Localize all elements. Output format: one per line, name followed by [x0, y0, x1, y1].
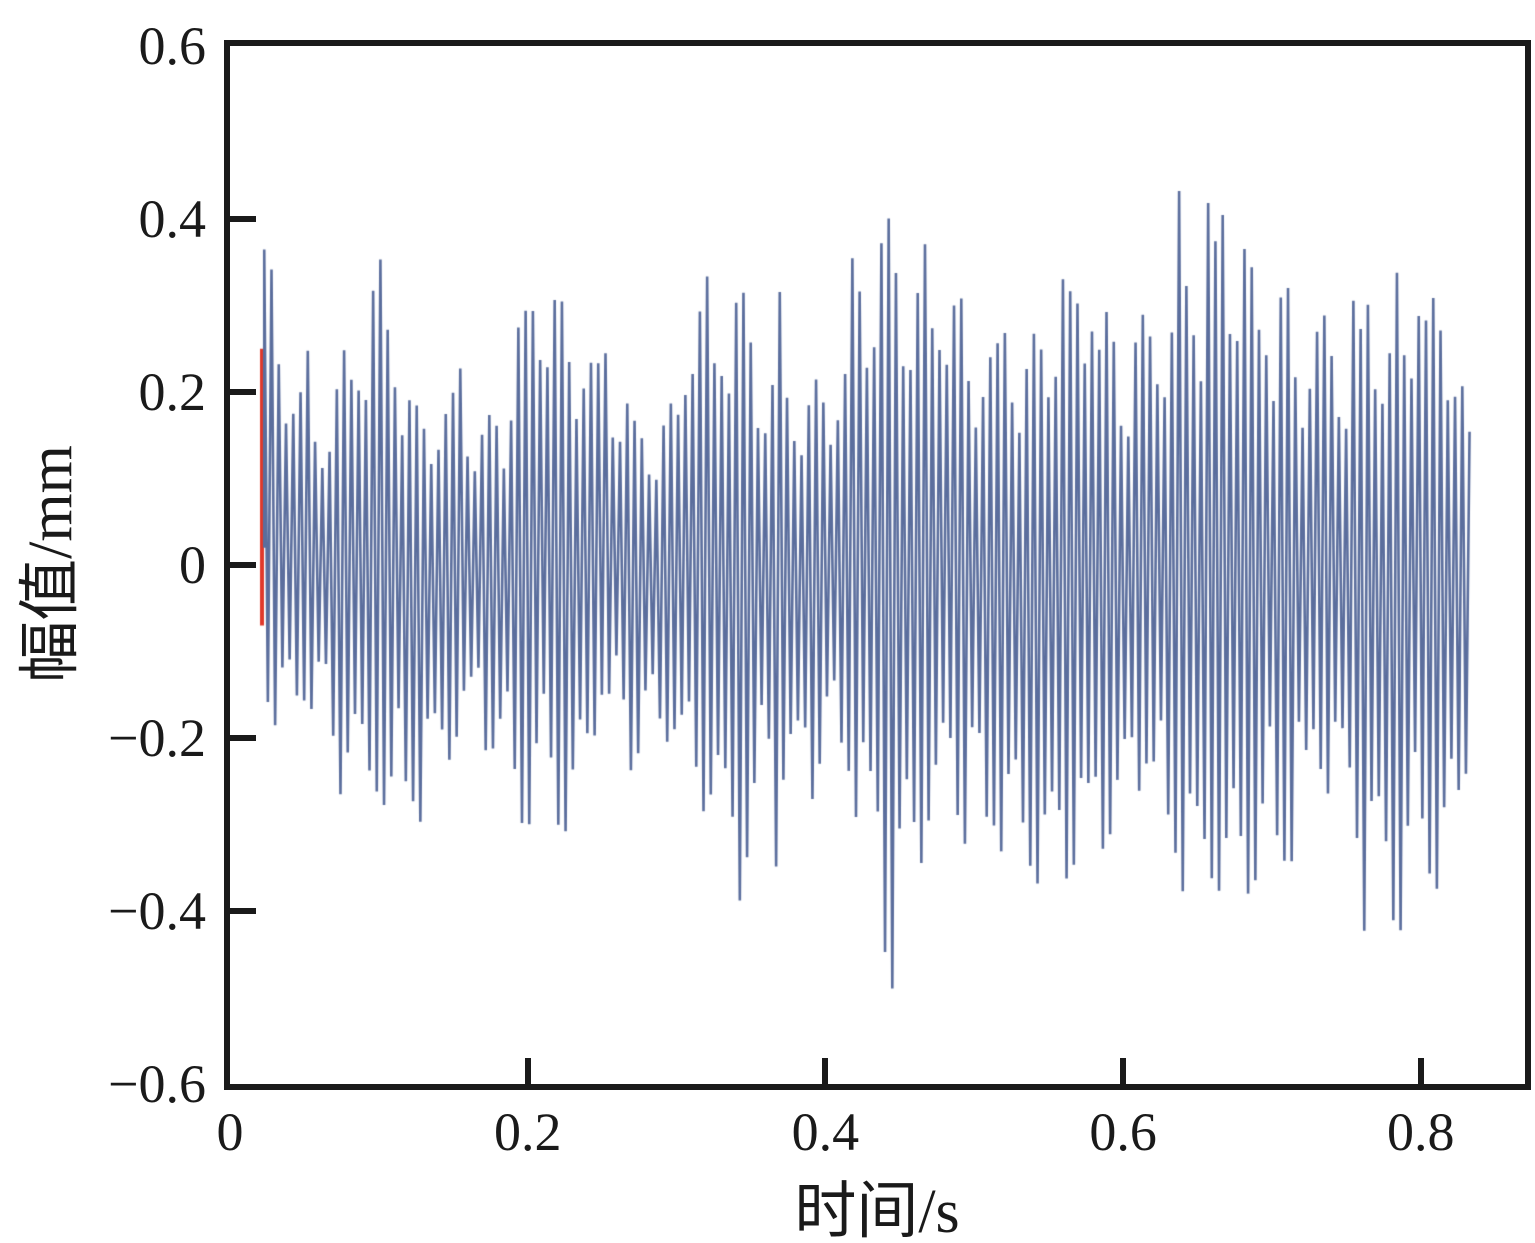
waveform-canvas — [230, 46, 1525, 1084]
y-tick-mark — [230, 562, 256, 568]
x-tick-mark — [524, 1058, 531, 1084]
y-tick-label: −0.2 — [108, 708, 206, 768]
y-tick-label: 0.6 — [138, 16, 207, 76]
x-tick-label: 0.2 — [493, 1102, 562, 1162]
x-tick-mark — [822, 1058, 829, 1084]
x-tick-label: 0.4 — [791, 1102, 860, 1162]
x-tick-label: 0.6 — [1089, 1102, 1157, 1162]
y-tick-mark — [230, 389, 256, 395]
plot-area — [224, 40, 1531, 1090]
x-axis-title: 时间/s — [794, 1178, 960, 1243]
y-tick-mark — [230, 216, 256, 222]
y-tick-label: 0.4 — [138, 189, 207, 249]
y-tick-label: −0.4 — [108, 881, 206, 941]
y-tick-mark — [230, 735, 256, 741]
y-tick-mark — [230, 908, 256, 914]
x-tick-mark — [1417, 1058, 1424, 1084]
y-tick-label: 0.2 — [138, 362, 207, 422]
x-tick-mark — [1120, 1058, 1127, 1084]
y-tick-label: −0.6 — [108, 1054, 206, 1114]
x-tick-label: 0.8 — [1387, 1102, 1455, 1162]
y-tick-label: 0 — [179, 535, 206, 595]
x-tick-label: 0 — [216, 1102, 244, 1162]
